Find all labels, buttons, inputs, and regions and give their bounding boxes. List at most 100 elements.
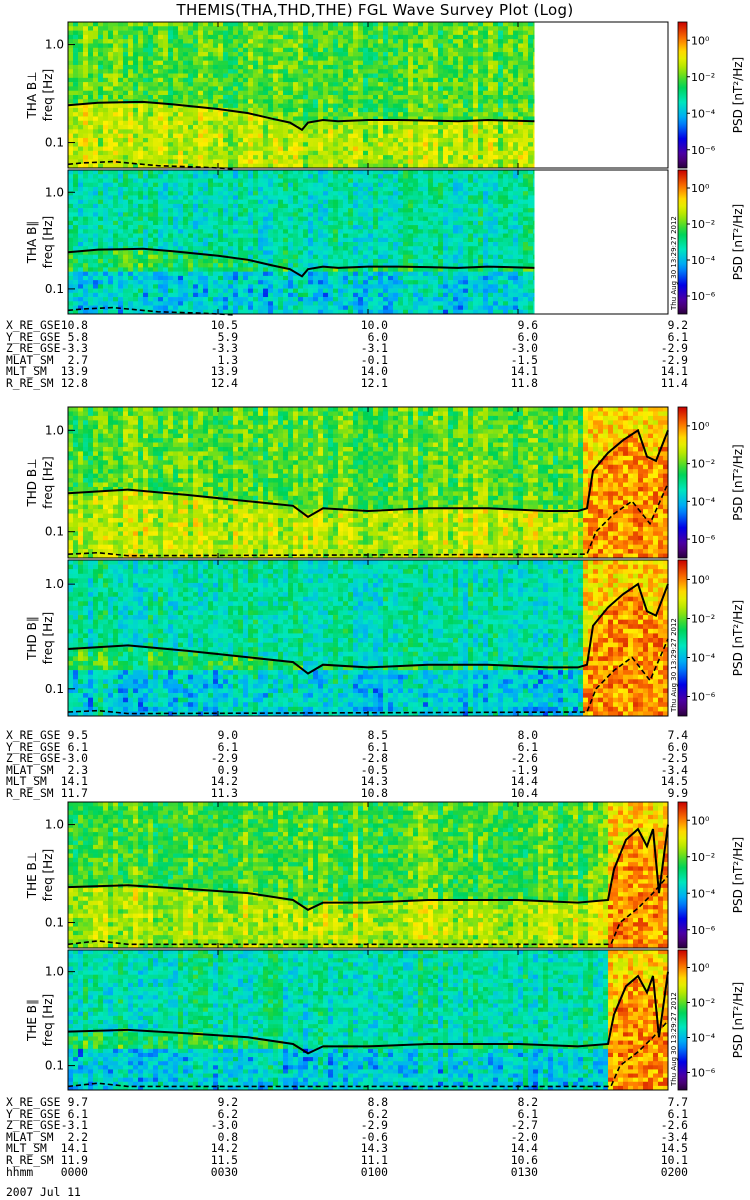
y-tick-label: 0.1 (45, 282, 64, 296)
y-tick-label: 1.0 (45, 818, 64, 832)
ephemeris-label: MLAT_SM (6, 1132, 54, 1144)
colorbar-tick-label: 10⁻⁴ (691, 887, 716, 900)
colorbar (677, 949, 688, 1091)
ephemeris-value: -2.6 (478, 753, 538, 765)
ephemeris-value: -1.9 (478, 765, 538, 777)
colorbar-tick-label: 10⁻⁴ (691, 107, 716, 120)
ephemeris-value: 12.4 (178, 378, 238, 390)
panel-name-label: THA B⊥ (25, 71, 39, 119)
ephemeris-value: 5.9 (178, 331, 238, 344)
colorbar-label: PSD [nT²/Hz] (731, 837, 745, 913)
panel-thd-perp: 0.1 1.0 THD B⊥ freq [Hz] 10⁰ 10⁻² 10⁻⁴ 10⁻⁶ PSD … (25, 406, 745, 559)
half-gyro-frequency-line (67, 875, 669, 946)
ephemeris-value: 9.5 (28, 730, 88, 742)
ephemeris-value: 14.3 (328, 776, 388, 788)
freq-axis-label: freq [Hz] (41, 69, 55, 121)
ephemeris-value: 10.8 (28, 320, 88, 332)
ephemeris-label: R_RE_SM (6, 788, 54, 800)
panel-name-label: THE B∥ (25, 999, 39, 1042)
freq-axis-label: freq [Hz] (41, 849, 55, 901)
colorbar-tick-label: 10⁰ (691, 962, 710, 975)
ephemeris-value: 11.4 (628, 378, 688, 390)
ephemeris-value: 11.7 (28, 788, 88, 800)
plot-timestamp: Thu Aug 30 13:29:27 2012 (670, 618, 678, 713)
ephemeris-value: -3.0 (28, 753, 88, 765)
ephemeris-value: -2.9 (178, 753, 238, 765)
ephemeris-value: -3.1 (328, 343, 388, 355)
freq-axis-label: freq [Hz] (41, 994, 55, 1046)
ephemeris-value: -2.6 (628, 1120, 688, 1132)
ephemeris-label: Z_RE_GSE (6, 1120, 60, 1132)
ephemeris-label: MLAT_SM (6, 765, 54, 777)
ephemeris-value: 14.1 (478, 366, 538, 378)
panel-thd-par: 0.1 1.0 THD B∥ freq [Hz] 10⁰ 10⁻² 10⁻⁴ 10⁻⁶ PSD … (25, 559, 745, 717)
ephemeris-label: Y_RE_GSE (6, 1108, 60, 1121)
ephemeris-value: -0.1 (328, 355, 388, 367)
gyro-frequency-line (67, 428, 669, 519)
half-gyro-frequency-line (67, 482, 669, 557)
ephemeris-label: R_RE_SM (6, 1155, 54, 1167)
colorbar-tick-label: 10⁻⁶ (691, 533, 716, 546)
y-tick-label: 0.1 (45, 136, 64, 150)
colorbar-tick-label: 10⁻² (691, 458, 715, 471)
ephemeris-value: 14.2 (178, 776, 238, 788)
freq-axis-label: freq [Hz] (41, 216, 55, 268)
ephemeris-value: 9.2 (178, 1097, 238, 1109)
ephemeris-label: X_RE_GSE (6, 320, 60, 332)
ephemeris-value: 10.8 (328, 788, 388, 800)
ephemeris-label: R_RE_SM (6, 378, 54, 390)
ephemeris-value: 11.8 (478, 378, 538, 390)
x-tick-label: 0000 (28, 1166, 88, 1179)
ephemeris-value: 6.1 (28, 741, 88, 754)
colorbar-tick-label: 10⁻⁴ (691, 495, 716, 508)
ephemeris-label: Y_RE_GSE (6, 741, 60, 754)
ephemeris-value: 9.9 (628, 788, 688, 800)
ephemeris-value: -3.1 (28, 1120, 88, 1132)
colorbar (677, 406, 688, 559)
gyro-frequency-line (67, 582, 669, 675)
colorbar-tick-label: 10⁻⁶ (691, 691, 716, 704)
ephemeris-value: 14.3 (328, 1143, 388, 1155)
ephemeris-value: -2.9 (328, 1120, 388, 1132)
gyro-frequency-line (67, 824, 669, 911)
ephemeris-value: 6.1 (328, 741, 388, 754)
plot-title: THEMIS(THA,THD,THE) FGL Wave Survey Plot… (0, 1, 750, 19)
half-gyro-frequency-line (67, 1020, 669, 1088)
panel-the-perp: 0.1 1.0 THE B⊥ freq [Hz] 10⁰ 10⁻² 10⁻⁴ 10⁻⁶ PSD … (25, 801, 745, 949)
colorbar-tick-label: 10⁰ (691, 814, 710, 827)
colorbar-tick-label: 10⁻² (691, 613, 715, 626)
ephemeris-value: 9.0 (178, 730, 238, 742)
spectrogram-cells (68, 22, 535, 169)
plot-timestamp: Thu Aug 30 13:29:27 2012 (670, 216, 678, 311)
x-tick-label: 0030 (178, 1166, 238, 1179)
ephemeris-value: 11.3 (178, 788, 238, 800)
ephemeris-value: -2.9 (628, 343, 688, 355)
ephemeris-value: 6.2 (328, 1108, 388, 1121)
colorbar-tick-label: 10⁻⁴ (691, 652, 716, 665)
spectrogram-cells (68, 170, 535, 315)
ephemeris-value: 10.1 (628, 1155, 688, 1167)
ephemeris-label: Z_RE_GSE (6, 753, 60, 765)
ephemeris-value: 0.9 (178, 765, 238, 777)
ephemeris-value: 0.8 (178, 1132, 238, 1144)
colorbar-label: PSD [nT²/Hz] (731, 600, 745, 676)
panel-name-label: THD B∥ (25, 616, 39, 661)
ephemeris-value: 8.2 (478, 1097, 538, 1109)
ephemeris-value: 6.1 (478, 741, 538, 754)
plot-timestamp: Thu Aug 30 13:29:27 2012 (670, 992, 678, 1087)
ephemeris-value: -0.5 (328, 765, 388, 777)
colorbar-tick-label: 10⁰ (691, 34, 710, 47)
ephemeris-value: 2.2 (28, 1132, 88, 1144)
colorbar-tick-label: 10⁻² (691, 851, 715, 864)
ephemeris-value: 11.9 (28, 1155, 88, 1167)
ephemeris-value: 14.0 (328, 366, 388, 378)
ephemeris-value: 14.4 (478, 1143, 538, 1155)
ephemeris-value: 7.4 (628, 730, 688, 742)
ephemeris-value: 12.1 (328, 378, 388, 390)
ephemeris-value: 10.4 (478, 788, 538, 800)
ephemeris-value: -3.4 (628, 1132, 688, 1144)
colorbar-tick-label: 10⁰ (691, 574, 710, 587)
ephemeris-value: 14.1 (28, 776, 88, 788)
ephemeris-value: 7.7 (628, 1097, 688, 1109)
ephemeris-label: MLT_SM (6, 366, 47, 378)
